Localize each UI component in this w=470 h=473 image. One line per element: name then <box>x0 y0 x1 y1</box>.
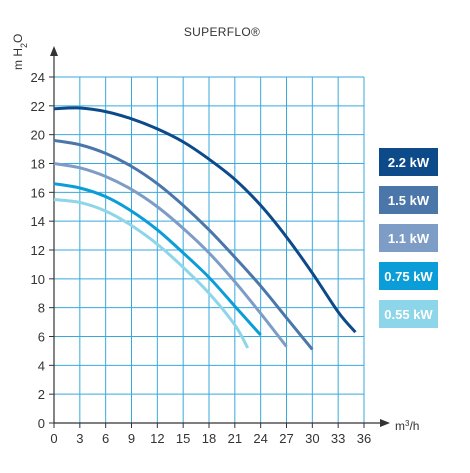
y-tick-label: 22 <box>31 99 45 114</box>
x-tick-label: 3 <box>76 431 83 446</box>
y-tick-label: 4 <box>38 358 45 373</box>
y-tick-label: 18 <box>31 157 45 172</box>
series-line <box>53 106 357 334</box>
x-axis-arrow <box>380 419 390 427</box>
legend-item: 1.5 kW <box>379 186 438 214</box>
y-tick-label: 10 <box>31 272 45 287</box>
x-tick-label: 12 <box>150 431 164 446</box>
x-axis-label-main: m <box>395 419 405 433</box>
axes <box>49 46 390 428</box>
series-line <box>53 138 314 351</box>
legend-item: 0.75 kW <box>379 262 438 290</box>
y-axis-label-sub: 2 <box>19 43 29 48</box>
y-axis-arrow <box>50 46 58 56</box>
legend-item: 0.55 kW <box>379 300 438 328</box>
x-tick-label: 24 <box>253 431 267 446</box>
series-line <box>53 162 288 348</box>
y-tick-label: 16 <box>31 185 45 200</box>
y-tick-label: 14 <box>31 214 45 229</box>
x-axis-label: m3/h <box>395 419 419 434</box>
y-axis-label-end: O <box>11 34 25 43</box>
x-tick-label: 0 <box>50 431 57 446</box>
chart-title: SUPERFLO® <box>184 25 260 39</box>
x-tick-label: 36 <box>357 431 371 446</box>
y-tick-label: 6 <box>38 330 45 345</box>
series-line <box>53 182 262 337</box>
legend-item: 1.1 kW <box>379 224 438 252</box>
series-lines <box>53 106 357 351</box>
y-tick-label: 8 <box>38 301 45 316</box>
series-line <box>53 198 250 349</box>
x-tick-label: 21 <box>228 431 242 446</box>
x-tick-label: 33 <box>331 431 345 446</box>
x-axis-label-sup: 3 <box>405 419 410 428</box>
y-axis-label: m H2O <box>11 34 29 70</box>
y-tick-label: 20 <box>31 128 45 143</box>
grid <box>54 76 365 423</box>
x-tick-label: 18 <box>202 431 216 446</box>
y-tick-label: 0 <box>38 416 45 431</box>
y-axis-label-main: m H <box>11 48 25 70</box>
y-tick-label: 12 <box>31 243 45 258</box>
x-tick-label: 27 <box>279 431 293 446</box>
y-tick-label: 24 <box>31 70 45 85</box>
x-axis-label-end: /h <box>409 419 419 433</box>
legend-item: 2.2 kW <box>379 148 438 176</box>
x-tick-label: 6 <box>102 431 109 446</box>
x-tick-label: 15 <box>176 431 190 446</box>
y-tick-label: 2 <box>38 387 45 402</box>
x-tick-label: 30 <box>305 431 319 446</box>
x-tick-label: 9 <box>128 431 135 446</box>
